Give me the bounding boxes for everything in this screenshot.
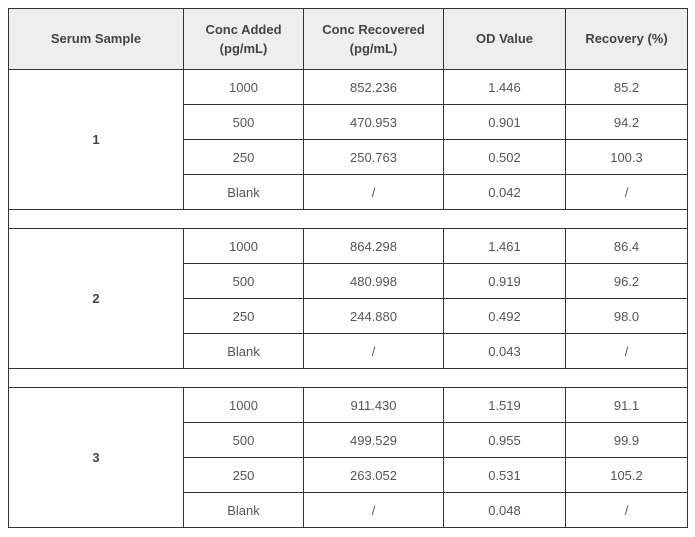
- cell-od: 0.901: [444, 105, 566, 140]
- spacer-cell: [9, 369, 688, 388]
- cell-conc-added: 500: [184, 105, 304, 140]
- cell-recovery: /: [566, 493, 688, 528]
- col-header-sample: Serum Sample: [9, 9, 184, 70]
- cell-recovery: 98.0: [566, 299, 688, 334]
- cell-conc-added: 250: [184, 140, 304, 175]
- sample-cell: 3: [9, 388, 184, 528]
- col-header-od: OD Value: [444, 9, 566, 70]
- cell-conc-recovered: 480.998: [304, 264, 444, 299]
- table-row: 31000911.4301.51991.1: [9, 388, 688, 423]
- col-header-conc-recov: Conc Recovered(pg/mL): [304, 9, 444, 70]
- cell-conc-recovered: 263.052: [304, 458, 444, 493]
- cell-conc-added: 250: [184, 458, 304, 493]
- cell-conc-added: 1000: [184, 388, 304, 423]
- cell-recovery: /: [566, 334, 688, 369]
- cell-conc-recovered: /: [304, 175, 444, 210]
- cell-od: 0.042: [444, 175, 566, 210]
- cell-conc-added: 500: [184, 423, 304, 458]
- cell-od: 0.492: [444, 299, 566, 334]
- cell-recovery: 91.1: [566, 388, 688, 423]
- sample-cell: 2: [9, 229, 184, 369]
- cell-od: 1.519: [444, 388, 566, 423]
- cell-conc-added: 1000: [184, 70, 304, 105]
- cell-od: 1.446: [444, 70, 566, 105]
- cell-recovery: 94.2: [566, 105, 688, 140]
- cell-recovery: 96.2: [566, 264, 688, 299]
- cell-conc-added: Blank: [184, 175, 304, 210]
- cell-od: 0.919: [444, 264, 566, 299]
- cell-recovery: /: [566, 175, 688, 210]
- spacer-row: [9, 369, 688, 388]
- cell-conc-recovered: 250.763: [304, 140, 444, 175]
- cell-od: 0.048: [444, 493, 566, 528]
- cell-recovery: 86.4: [566, 229, 688, 264]
- cell-recovery: 100.3: [566, 140, 688, 175]
- cell-conc-recovered: 864.298: [304, 229, 444, 264]
- table-row: 11000852.2361.44685.2: [9, 70, 688, 105]
- cell-conc-added: 500: [184, 264, 304, 299]
- table-row: 21000864.2981.46186.4: [9, 229, 688, 264]
- cell-recovery: 105.2: [566, 458, 688, 493]
- col-header-recovery: Recovery (%): [566, 9, 688, 70]
- cell-od: 0.531: [444, 458, 566, 493]
- cell-conc-recovered: 499.529: [304, 423, 444, 458]
- sample-cell: 1: [9, 70, 184, 210]
- cell-conc-recovered: 852.236: [304, 70, 444, 105]
- cell-conc-added: 250: [184, 299, 304, 334]
- table-header: Serum Sample Conc Added(pg/mL) Conc Reco…: [9, 9, 688, 70]
- cell-recovery: 99.9: [566, 423, 688, 458]
- cell-conc-recovered: 244.880: [304, 299, 444, 334]
- recovery-table-container: Serum Sample Conc Added(pg/mL) Conc Reco…: [8, 8, 687, 528]
- cell-od: 0.955: [444, 423, 566, 458]
- cell-conc-recovered: /: [304, 493, 444, 528]
- cell-od: 1.461: [444, 229, 566, 264]
- cell-conc-recovered: 911.430: [304, 388, 444, 423]
- spacer-cell: [9, 210, 688, 229]
- cell-od: 0.502: [444, 140, 566, 175]
- col-header-conc-added: Conc Added(pg/mL): [184, 9, 304, 70]
- cell-conc-recovered: /: [304, 334, 444, 369]
- cell-conc-added: 1000: [184, 229, 304, 264]
- cell-conc-added: Blank: [184, 334, 304, 369]
- cell-conc-added: Blank: [184, 493, 304, 528]
- table-body: 11000852.2361.44685.2500470.9530.90194.2…: [9, 70, 688, 528]
- cell-conc-recovered: 470.953: [304, 105, 444, 140]
- spacer-row: [9, 210, 688, 229]
- cell-recovery: 85.2: [566, 70, 688, 105]
- recovery-table: Serum Sample Conc Added(pg/mL) Conc Reco…: [8, 8, 688, 528]
- cell-od: 0.043: [444, 334, 566, 369]
